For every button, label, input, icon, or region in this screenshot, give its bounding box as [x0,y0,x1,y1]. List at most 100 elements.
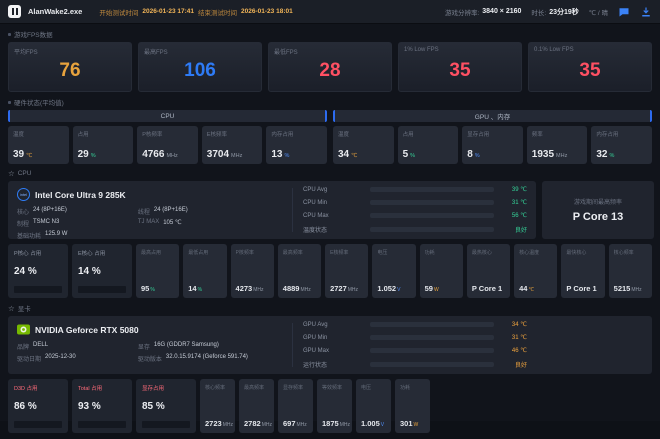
cpu-peak-frequency-panel: 游戏期间最高频率 P Core 13 [542,181,654,239]
section-bullet-icon [8,33,11,36]
gpu-stat-cell: 电压 1.005V [356,379,391,433]
gauge-label: E核心 占用 [78,251,106,257]
spec-label: 线程 [137,210,150,216]
stat-label: 最高频率 [244,385,265,391]
stat-value: 4766 MHz [142,149,193,160]
stat-value: 32% [596,149,647,160]
stat-unit: % [197,287,203,293]
cpu-stat-cell: 核心温度 44℃ [514,244,558,298]
stat-cell: 温度 39 ℃ [8,126,69,164]
gauge-track [14,421,62,428]
cpu-stat-cell: 最低占用 14% [183,244,227,298]
gpu-stat-cell: 显存频率 697MHz [278,379,313,433]
spec-value: 125.9 W [45,231,68,237]
cpu-stat-cell: 核心频率 5215MHz [608,244,652,298]
cpu-section-label: CPU [8,169,652,178]
stat-cell: 内存占用 32% [591,126,652,164]
app-logo-icon [8,5,21,18]
download-report-icon[interactable] [640,6,652,18]
cpu-stat-cell: E核频率 2727MHz [325,244,369,298]
gpu-stat-cell: 功耗 301W [395,379,430,433]
stat-label: 核心频率 [613,250,634,256]
stat-value: 1875MHz [322,419,350,428]
stat-unit: % [150,287,155,293]
fps-card-max: 最高FPS 106 [138,42,262,92]
hardware-section-title: 硬件状态(平均值) [14,100,64,107]
vram-usage-gauge: 显存占用 85 % [136,379,196,433]
stat-value: 1.052V [377,284,410,293]
gauge-value: 93 % [78,401,101,412]
stat-number: 5 [402,149,409,160]
stat-number: 2723 [205,419,222,428]
hardware-group-gpu: GPU 、内存 温度 34 ℃ 占用 5% 显存占用 8% 频 [333,110,652,164]
start-time-label: 开始测试时间 [99,9,139,17]
stat-label: 显存占用 [467,132,490,138]
titlebar-right: 游戏分辨率: 3840 × 2160 时长: 23分19秒 ℃ / 晴 [445,6,652,18]
stat-label: 内存占用 [596,132,619,138]
cpu-detail-row: P核心 占用 24 % E核心 占用 14 % 最高占用 95% 最低占用 14… [8,244,652,298]
stat-label: 功耗 [424,250,435,256]
fps-cards-row: 平均FPS 76 最高FPS 106 最低FPS 28 1% Low FPS 3… [8,42,652,92]
peak-label: 游戏期间最高频率 [573,200,622,206]
stat-label: E核频率 [330,250,349,256]
stat-value: 4889MHz [283,284,316,293]
stat-value: 13% [271,149,322,160]
stat-value: P Core 1 [566,284,599,293]
gpu-name: NVIDIA Geforce RTX 5080 [35,324,139,335]
peak-value: P Core 13 [572,211,624,223]
spec-value: 32.0.15.9174 (Geforce 591.74) [165,354,248,360]
resolution-label: 游戏分辨率: [444,9,480,17]
bar-value: 31 ℃ [511,200,527,206]
stat-unit: V [397,287,401,293]
stat-value: 3704 MHz [207,149,258,160]
bar-track [370,335,494,340]
cpu-stat-cell: 最快核心 P Core 1 [561,244,605,298]
stat-cell: 频率 1935 MHz [526,126,588,164]
bar-track [370,362,494,367]
spec-value: 105 ℃ [163,220,182,226]
gauge-label: 显存占用 [142,386,165,392]
bar-row: CPU Min 31 ℃ [303,199,527,207]
stat-value: 301W [400,419,425,428]
stat-label: 等效频率 [322,385,343,391]
star-icon [8,304,15,313]
duration-label: 时长: [531,9,547,17]
stat-number: 4273 [235,284,253,293]
spec-label: 基础功耗 [17,234,42,240]
stat-label: 核心频率 [205,385,226,391]
stat-number: 2727 [330,284,347,293]
stat-unit: MHz [253,287,264,293]
gpu-stat-cell: 等效频率 1875MHz [317,379,352,433]
spec-item: 品牌 DELL [17,342,128,351]
stat-label: 核心温度 [519,250,540,256]
stat-unit: MHz [296,422,307,428]
fps-card-label: 最高FPS [144,50,168,56]
stat-unit: MHz [222,422,233,428]
cpu-group-header: CPU [8,110,327,122]
bar-row: GPU Avg 34 ℃ [303,321,527,329]
spec-item: 核心 24 (8P+16E) [17,207,128,216]
stat-unit: MHz [231,153,243,159]
cpu-stat-cell: 最高频率 4889MHz [277,244,322,298]
bar-label: 运行状态 [303,363,328,369]
stat-number: 697 [283,419,296,428]
hardware-section-label: 硬件状态(平均值) [8,97,652,107]
p-core-usage-gauge: P核心 占用 24 % [8,244,68,298]
stat-unit: % [90,153,96,159]
cpu-summary-cells: 温度 39 ℃ 占用 29% P核频率 4766 MHz E核频率 3704 MHz [8,126,327,164]
stat-unit: MHz [339,422,350,428]
cpu-chip-head: intel Intel Core Ultra 9 285K [17,188,282,201]
stat-value: 1935 MHz [532,149,583,160]
gpu-main-row: NVIDIA Geforce RTX 5080 品牌 DELL 显存 16G (GD… [8,316,652,374]
stat-number: 4766 [142,149,165,160]
gpu-group-header: GPU 、内存 [333,110,652,122]
stat-number: 39 [13,149,25,160]
cpu-stat-cell: 电压 1.052V [372,244,416,298]
weather-group: ℃ / 晴 [589,7,608,17]
hardware-group-cpu: CPU 温度 39 ℃ 占用 29% P核频率 4766 MHz [8,110,327,164]
gpu-stat-cell: 核心频率 2723MHz [200,379,235,433]
fps-card-label: 平均FPS [14,50,38,56]
feedback-chat-icon[interactable] [618,6,630,18]
stat-label: P核频率 [235,250,254,256]
stat-cell: P核频率 4766 MHz [137,126,198,164]
